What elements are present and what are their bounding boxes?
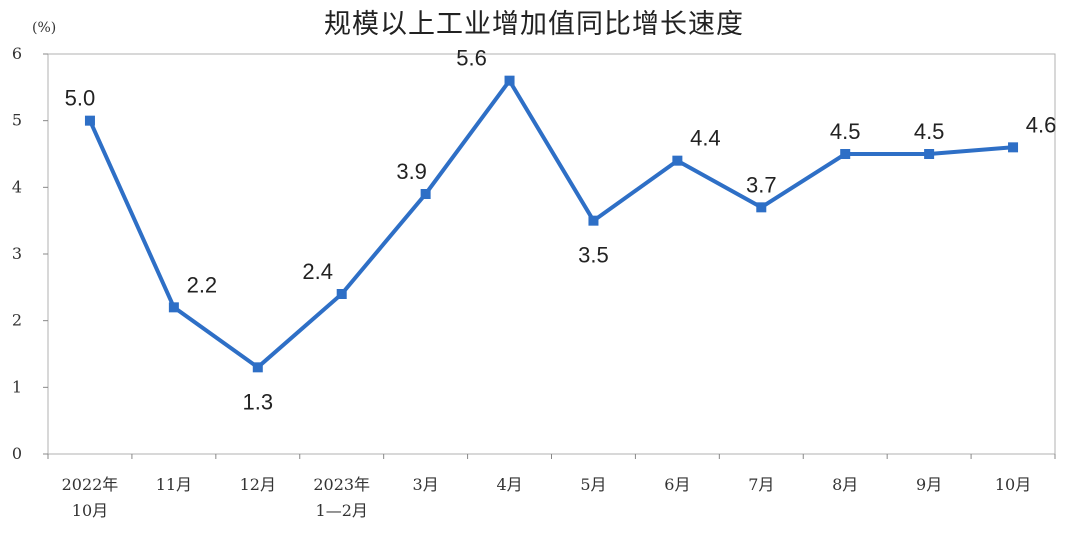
data-point-marker <box>168 302 179 313</box>
x-tick-label: 8月 <box>832 475 858 494</box>
data-label: 4.6 <box>1026 112 1057 137</box>
data-label: 3.5 <box>578 243 609 268</box>
x-tick-label: 2022年 <box>62 475 119 494</box>
x-tick-label: 1—2月 <box>316 501 368 520</box>
data-label: 4.5 <box>914 119 945 144</box>
x-tick-label: 9月 <box>916 475 942 494</box>
y-tick-label: 6 <box>12 44 22 63</box>
series-line <box>88 77 1014 370</box>
plot-area-frame <box>47 53 1056 455</box>
data-label: 2.4 <box>302 259 333 284</box>
y-tick-label: 3 <box>12 244 22 263</box>
data-label: 5.0 <box>65 86 96 111</box>
chart-title: 规模以上工业增加值同比增长速度 <box>324 9 744 40</box>
series-markers <box>84 75 1019 373</box>
data-point-marker <box>672 155 683 166</box>
y-tick-label: 0 <box>12 444 22 463</box>
x-tick-label: 4月 <box>496 475 522 494</box>
data-point-marker <box>84 115 95 126</box>
data-label: 5.6 <box>456 46 487 71</box>
y-axis-unit-label: (%) <box>32 20 57 36</box>
data-label: 3.9 <box>396 159 427 184</box>
x-tick-label: 10月 <box>72 501 108 520</box>
data-point-marker <box>924 149 935 159</box>
data-label: 2.2 <box>187 272 218 297</box>
data-labels: 5.0 2.2 1.3 2.4 3.9 5.6 3.5 4.4 3.7 4.5 4.5 4.6 <box>65 46 1057 415</box>
y-axis-ticks: 0 1 2 3 4 5 6 <box>12 44 48 463</box>
x-tick-label: 5月 <box>580 475 606 494</box>
data-point-marker <box>252 362 263 373</box>
x-tick-label: 6月 <box>664 475 690 494</box>
x-tick-label: 11月 <box>156 475 192 494</box>
data-label: 4.5 <box>830 119 861 144</box>
data-point-marker <box>420 189 431 199</box>
data-point-marker <box>336 289 347 299</box>
data-label: 3.7 <box>746 172 777 197</box>
data-label: 4.4 <box>690 126 721 151</box>
x-axis-ticks: 2022年 10月 11月 12月 2023年 1—2月 3月 4月 5月 6月 7月 8月 9月 10月 <box>47 454 1056 520</box>
data-label: 1.3 <box>242 389 273 414</box>
y-tick-label: 1 <box>12 377 22 396</box>
y-tick-label: 2 <box>12 311 22 330</box>
x-tick-label: 10月 <box>995 475 1031 494</box>
data-point-marker <box>756 202 767 213</box>
data-point-marker <box>588 215 599 226</box>
data-point-marker <box>504 75 515 86</box>
y-tick-label: 4 <box>12 177 22 196</box>
data-point-marker <box>840 149 851 159</box>
x-tick-label: 2023年 <box>313 475 370 494</box>
data-point-marker <box>1008 142 1019 153</box>
x-tick-label: 7月 <box>748 475 774 494</box>
x-tick-label: 12月 <box>240 475 276 494</box>
y-tick-label: 5 <box>12 111 22 130</box>
x-tick-label: 3月 <box>413 475 439 494</box>
